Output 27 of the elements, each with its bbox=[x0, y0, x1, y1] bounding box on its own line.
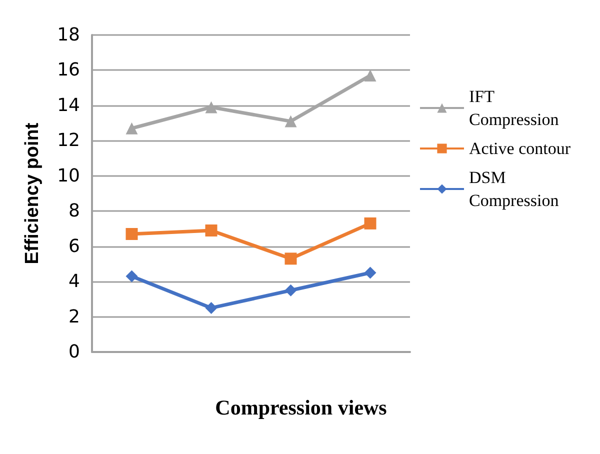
legend-label: Active contour bbox=[469, 139, 571, 158]
point bbox=[205, 101, 218, 114]
y-tick-label: 4 bbox=[68, 271, 80, 292]
point bbox=[364, 70, 376, 82]
point bbox=[284, 284, 297, 296]
point bbox=[126, 228, 138, 240]
y-tick-label: 2 bbox=[68, 306, 80, 328]
x-axis-title: Compression views bbox=[215, 396, 387, 420]
y-axis-title: Efficiency point bbox=[22, 122, 43, 264]
point bbox=[126, 270, 138, 282]
y-tick-label: 18 bbox=[57, 24, 80, 46]
point bbox=[205, 302, 218, 314]
point bbox=[284, 252, 297, 265]
point bbox=[284, 115, 297, 128]
legend-label: DSM Compression bbox=[469, 168, 560, 210]
y-tick-label: 12 bbox=[57, 130, 80, 152]
y-tick-label: 16 bbox=[57, 60, 80, 81]
point bbox=[364, 266, 376, 279]
point bbox=[364, 217, 376, 230]
y-tick-label: 8 bbox=[68, 200, 80, 222]
y-tick-label: 6 bbox=[68, 236, 80, 257]
legend-label: IFT Compression bbox=[469, 87, 560, 129]
y-tick-label: 10 bbox=[57, 165, 80, 186]
y-tick-label: 0 bbox=[68, 342, 80, 362]
point bbox=[205, 224, 218, 236]
y-tick-label: 14 bbox=[57, 94, 80, 116]
point bbox=[126, 122, 138, 134]
